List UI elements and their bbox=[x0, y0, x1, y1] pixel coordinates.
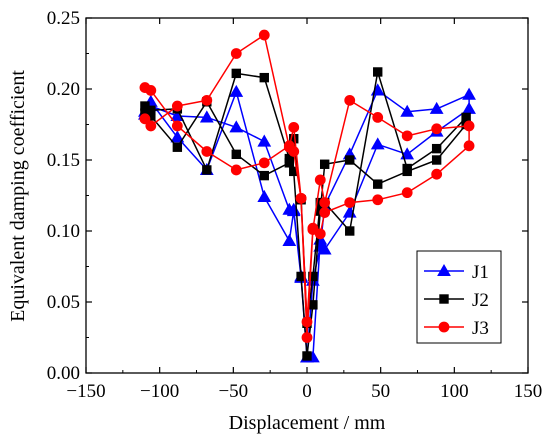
x-tick-label: −150 bbox=[66, 381, 105, 402]
data-point bbox=[145, 85, 157, 96]
data-point bbox=[401, 130, 413, 142]
data-point bbox=[317, 242, 332, 255]
series-j3 bbox=[139, 29, 475, 343]
y-tick-label: 0.10 bbox=[47, 221, 80, 242]
data-point bbox=[314, 228, 326, 240]
data-point bbox=[462, 87, 476, 100]
data-point bbox=[373, 67, 383, 77]
data-point bbox=[463, 120, 475, 132]
data-point bbox=[259, 72, 269, 83]
data-point bbox=[431, 143, 442, 154]
legend-item-j3: J3 bbox=[424, 318, 489, 339]
legend-label: J1 bbox=[472, 262, 489, 283]
legend-item-j1: J1 bbox=[424, 262, 489, 283]
data-point bbox=[199, 110, 214, 123]
data-point bbox=[229, 120, 244, 133]
data-point bbox=[402, 166, 412, 177]
data-point bbox=[201, 94, 213, 106]
x-tick-label: 150 bbox=[514, 381, 543, 402]
x-axis-title: Displacement / mm bbox=[229, 412, 386, 434]
data-point bbox=[231, 68, 241, 79]
y-axis-title: Equivalent damping coefficient bbox=[7, 70, 29, 322]
data-point bbox=[258, 29, 270, 41]
data-point bbox=[431, 168, 443, 180]
data-point bbox=[431, 155, 442, 165]
data-point bbox=[319, 197, 331, 209]
data-point bbox=[139, 113, 151, 125]
legend-marker bbox=[438, 321, 450, 333]
x-tick-label: 100 bbox=[440, 381, 469, 402]
data-point bbox=[400, 104, 415, 117]
data-point bbox=[257, 134, 272, 147]
y-tick-label: 0.00 bbox=[47, 363, 80, 384]
data-point bbox=[201, 146, 213, 157]
data-point bbox=[282, 233, 297, 246]
data-point bbox=[401, 187, 413, 199]
legend-item-j2: J2 bbox=[424, 290, 489, 311]
data-point bbox=[202, 165, 212, 175]
data-point bbox=[171, 120, 183, 132]
data-point bbox=[145, 120, 157, 132]
legend: J1 J2 J3 bbox=[416, 250, 502, 344]
data-point bbox=[231, 149, 241, 160]
data-point bbox=[288, 121, 300, 133]
data-point bbox=[373, 179, 383, 189]
data-point bbox=[295, 192, 307, 204]
data-point bbox=[230, 164, 242, 176]
data-point bbox=[257, 189, 272, 202]
data-point bbox=[308, 300, 318, 310]
data-point bbox=[301, 332, 313, 343]
data-point bbox=[345, 155, 355, 165]
data-point bbox=[319, 207, 331, 218]
data-point bbox=[307, 222, 319, 234]
data-point bbox=[259, 170, 269, 181]
x-tick-label: 0 bbox=[302, 381, 312, 402]
legend-label: J3 bbox=[472, 318, 489, 339]
y-tick-label: 0.15 bbox=[47, 150, 80, 171]
data-point bbox=[429, 101, 444, 114]
data-point bbox=[308, 271, 318, 282]
data-point bbox=[370, 137, 385, 150]
data-point bbox=[172, 142, 183, 152]
data-point bbox=[229, 84, 244, 97]
data-point bbox=[344, 197, 356, 209]
data-point bbox=[282, 202, 297, 215]
y-tick-label: 0.25 bbox=[47, 8, 80, 29]
data-point bbox=[230, 48, 242, 59]
data-point bbox=[171, 100, 183, 112]
legend-marker bbox=[437, 263, 451, 277]
data-point bbox=[302, 351, 312, 361]
data-point bbox=[301, 316, 313, 328]
y-tick-label: 0.20 bbox=[47, 79, 80, 100]
data-point bbox=[258, 157, 270, 169]
data-point bbox=[462, 101, 476, 114]
data-point bbox=[372, 194, 384, 206]
data-point bbox=[314, 174, 326, 186]
x-tick-label: 50 bbox=[371, 381, 390, 402]
data-point bbox=[283, 141, 295, 153]
series-layer bbox=[138, 29, 476, 363]
data-point bbox=[345, 226, 355, 236]
legend-label: J2 bbox=[472, 290, 489, 311]
axes-layer: −150 −100 −50 0 50 100 150 0.00 0.05 0.10 0.15 0.20… bbox=[47, 8, 543, 402]
y-tick-label: 0.05 bbox=[47, 292, 80, 313]
data-point bbox=[170, 130, 185, 143]
legend-marker bbox=[439, 294, 449, 304]
data-point bbox=[344, 94, 356, 106]
data-point bbox=[319, 159, 330, 169]
x-tick-label: −100 bbox=[140, 381, 179, 402]
x-tick-label: −50 bbox=[218, 381, 248, 402]
data-point bbox=[431, 123, 443, 135]
data-point bbox=[372, 112, 384, 123]
series-line bbox=[144, 89, 470, 359]
data-point bbox=[463, 140, 475, 152]
